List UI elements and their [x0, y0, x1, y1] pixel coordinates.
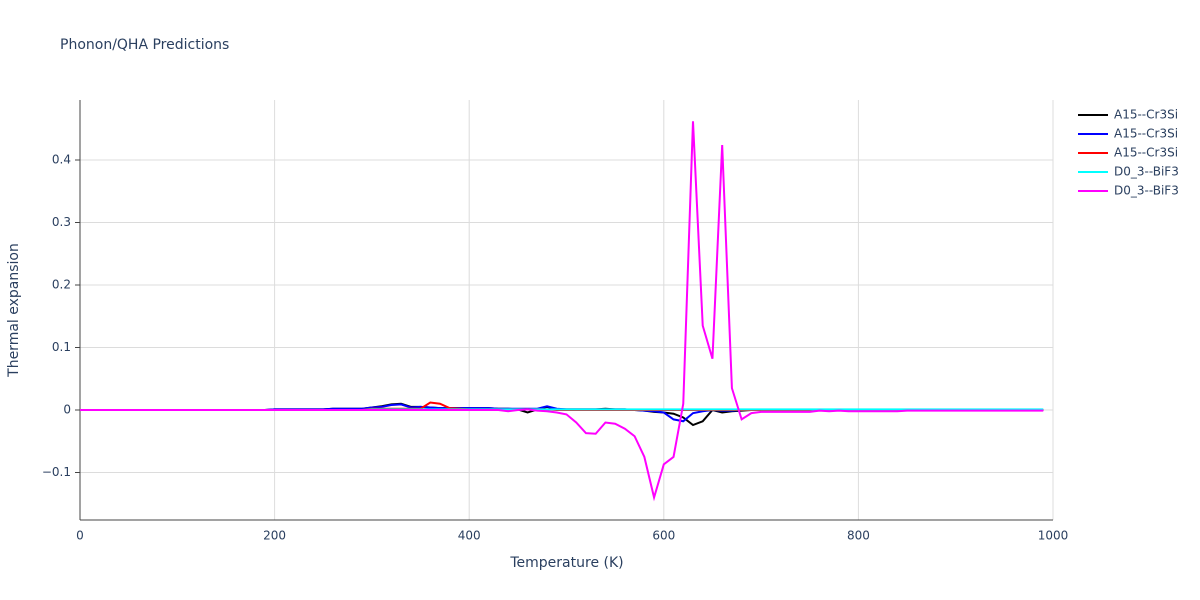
legend-label: D0_3--BiF3: [1114, 165, 1179, 179]
series-line: [80, 121, 1044, 502]
x-axis-label: Temperature (K): [509, 555, 623, 571]
legend-label: A15--Cr3Si: [1114, 146, 1178, 160]
y-tick-label: 0.2: [52, 278, 71, 292]
legend-label: A15--Cr3Si: [1114, 127, 1178, 141]
legend-label: D0_3--BiF3: [1114, 184, 1179, 198]
x-tick-label: 600: [652, 529, 675, 543]
chart-title: Phonon/QHA Predictions: [60, 37, 229, 53]
y-tick-label: 0.3: [52, 215, 71, 229]
y-tick-label: −0.1: [42, 465, 71, 479]
x-tick-label: 1000: [1038, 529, 1069, 543]
x-tick-label: 800: [847, 529, 870, 543]
y-axis-label: Thermal expansion: [6, 243, 22, 378]
y-tick-label: 0.1: [52, 340, 71, 354]
legend-label: A15--Cr3Si: [1114, 108, 1178, 122]
x-tick-label: 200: [263, 529, 286, 543]
x-tick-label: 400: [458, 529, 481, 543]
y-tick-label: 0.4: [52, 153, 71, 167]
y-tick-label: 0: [63, 403, 71, 417]
x-tick-label: 0: [76, 529, 84, 543]
